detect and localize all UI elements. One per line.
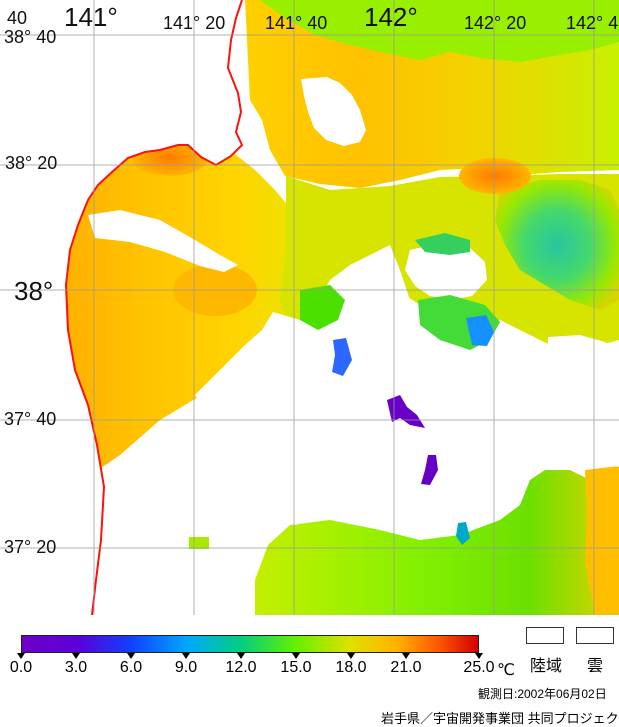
tick-label-25: 25.0 <box>463 659 495 676</box>
project-credit: 岩手県／宇宙開発事業団 共同プロジェクト <box>381 711 619 726</box>
lat-label-38-40: 38° 40 <box>4 27 57 47</box>
cloud-label: 雲 <box>587 658 604 675</box>
purple-patch-lower <box>421 455 438 485</box>
center-cloud-island <box>405 242 487 300</box>
cloud-swatch <box>576 627 614 644</box>
tick-mark-6 <box>127 653 135 659</box>
tick-mark-9 <box>182 653 190 659</box>
tick-mark-15 <box>292 653 300 659</box>
tick-mark-18 <box>347 653 355 659</box>
tick-mark-12 <box>237 653 245 659</box>
land-swatch <box>526 627 564 644</box>
lon-label-141-40: 141° 40 <box>265 13 328 33</box>
lat-label-37-40: 37° 40 <box>4 409 57 429</box>
eastern-cloud-gap <box>547 335 619 467</box>
tick-label-6: 6.0 <box>119 659 143 676</box>
scale-tick-marks <box>17 653 483 661</box>
tick-label-15: 15.0 <box>280 659 312 676</box>
teal-patch-lower <box>456 522 470 545</box>
observation-date: 観測日:2002年06月02日 <box>478 687 607 701</box>
blue-patch-right <box>466 315 494 346</box>
lon-label-141-20: 141° 20 <box>163 13 226 33</box>
tick-mark-25 <box>475 653 483 659</box>
eastern-cold-patch <box>495 180 619 310</box>
coastline <box>64 0 244 615</box>
green-patch-left <box>300 285 345 330</box>
northern-orange-patch <box>459 158 531 194</box>
southwest-green-dot <box>189 537 209 549</box>
central-cloud-gap <box>195 292 570 540</box>
temperature-unit: ℃ <box>497 662 515 679</box>
land-mass <box>0 0 242 615</box>
blue-patch-left <box>332 338 352 376</box>
land-label: 陸域 <box>530 658 563 675</box>
tick-label-9: 9.0 <box>174 659 198 676</box>
lon-label-142: 142° <box>364 2 418 32</box>
tick-label-21: 21.0 <box>390 659 422 676</box>
tick-mark-21 <box>402 653 410 659</box>
lat-label-38-20: 38° 20 <box>5 153 58 173</box>
lon-label-142-20: 142° 20 <box>464 13 527 33</box>
lon-label-142-4: 142° 4 <box>566 13 619 33</box>
green-patch-top <box>415 233 470 255</box>
legend-area: 0.0 3.0 6.0 9.0 12.0 15.0 18.0 21.0 25.0… <box>0 615 619 726</box>
tick-label-18: 18.0 <box>335 659 367 676</box>
tick-mark-0 <box>17 653 25 659</box>
temperature-map-svg <box>0 0 619 615</box>
lon-label-140: 40 <box>7 8 28 28</box>
tick-label-12: 12.0 <box>225 659 257 676</box>
south-green-water <box>255 470 619 615</box>
northern-cloud-gap <box>301 77 366 146</box>
sea-surface-temperature-map: 40 141° 141° 20 141° 40 142° 142° 20 142… <box>0 0 619 615</box>
lat-label-38: 38° <box>14 276 54 306</box>
tick-mark-3 <box>72 653 80 659</box>
tick-label-3: 3.0 <box>64 659 88 676</box>
lat-label-37-20: 37° 20 <box>4 537 57 557</box>
tick-label-0: 0.0 <box>9 659 33 676</box>
northern-upper-green <box>260 0 619 62</box>
lon-label-141: 141° <box>64 2 118 32</box>
temperature-scale-bar <box>21 635 479 653</box>
graticule <box>0 0 619 615</box>
western-bay-cloud <box>88 210 238 272</box>
